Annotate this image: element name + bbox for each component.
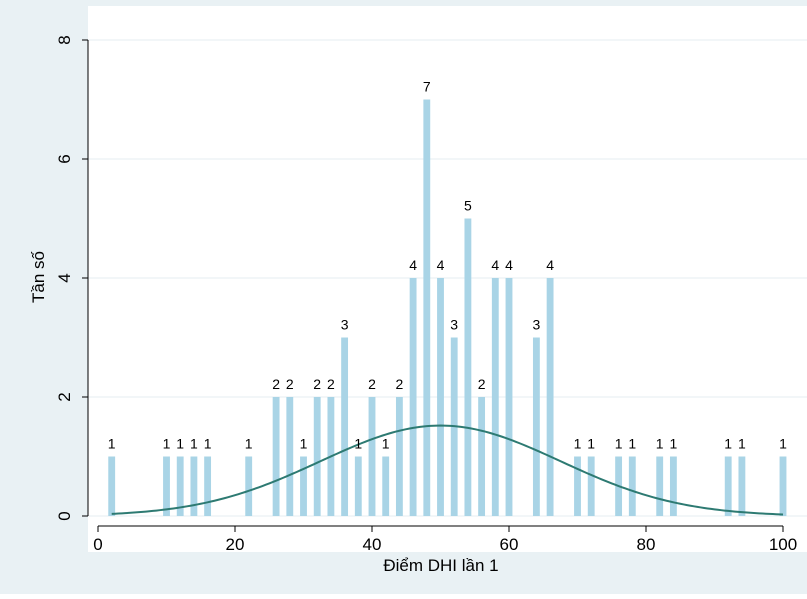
histogram-bar — [464, 218, 472, 516]
bar-value-label: 1 — [656, 436, 664, 452]
bar-value-label: 2 — [327, 376, 335, 392]
bar-value-label: 1 — [670, 436, 678, 452]
histogram-bar — [437, 278, 444, 516]
bar-value-label: 4 — [437, 257, 445, 273]
histogram-bar — [574, 456, 581, 516]
bar-value-label: 1 — [587, 436, 595, 452]
histogram-bar — [286, 397, 294, 516]
histogram-bar — [245, 456, 253, 516]
bar-value-label: 4 — [491, 257, 499, 273]
bar-value-label: 1 — [738, 436, 746, 452]
histogram-bar — [368, 397, 376, 516]
histogram-bar — [532, 337, 540, 516]
x-tick-label: 40 — [363, 535, 382, 554]
bar-value-label: 7 — [423, 79, 431, 95]
histogram-bar — [204, 456, 212, 516]
bar-value-label: 1 — [382, 436, 390, 452]
bar-value-label: 3 — [533, 317, 541, 333]
y-axis-title: Tần số — [29, 250, 48, 303]
bar-value-label: 1 — [724, 436, 732, 452]
bar-value-label: 2 — [368, 376, 376, 392]
bar-value-label: 1 — [245, 436, 253, 452]
histogram-bar — [272, 397, 280, 516]
bar-value-label: 4 — [409, 257, 417, 273]
bar-value-label: 1 — [204, 436, 212, 452]
bar-value-label: 1 — [300, 436, 308, 452]
bar-value-label: 2 — [396, 376, 404, 392]
bar-value-label: 1 — [190, 436, 198, 452]
x-tick-label: 60 — [500, 535, 519, 554]
histogram-bar — [176, 456, 184, 516]
bar-value-label: 1 — [108, 436, 116, 452]
histogram-bar — [409, 278, 417, 516]
y-tick-label: 2 — [55, 392, 74, 401]
histogram-bar — [669, 456, 677, 516]
x-tick-label: 0 — [93, 535, 102, 554]
x-tick-label: 20 — [226, 535, 245, 554]
histogram-bar — [587, 456, 595, 516]
histogram-bar — [313, 397, 321, 516]
histogram-bar — [190, 456, 198, 516]
bar-value-label: 4 — [505, 257, 513, 273]
y-tick-label: 4 — [55, 273, 74, 282]
histogram-bar — [423, 99, 431, 516]
histogram-bar — [779, 456, 787, 516]
bar-value-label: 3 — [341, 317, 349, 333]
bar-value-label: 1 — [163, 436, 171, 452]
histogram-bar — [478, 397, 486, 516]
histogram-bar — [300, 456, 307, 516]
histogram-bar — [724, 456, 732, 516]
bar-value-label: 1 — [354, 436, 362, 452]
bar-value-label: 2 — [313, 376, 321, 392]
bar-value-label: 1 — [176, 436, 184, 452]
histogram-bar — [163, 456, 170, 516]
histogram-bar — [738, 456, 746, 516]
bar-value-label: 2 — [286, 376, 294, 392]
bar-value-label: 5 — [464, 198, 472, 214]
bar-value-label: 2 — [478, 376, 486, 392]
histogram-bar — [108, 456, 116, 516]
bar-value-label: 1 — [779, 436, 787, 452]
bar-value-label: 2 — [272, 376, 280, 392]
histogram-bar — [354, 456, 362, 516]
x-tick-label: 100 — [769, 535, 797, 554]
bar-value-label: 1 — [574, 436, 582, 452]
histogram-bar — [546, 278, 554, 516]
histogram-bar — [505, 278, 513, 516]
histogram-bar — [628, 456, 636, 516]
histogram-bar — [341, 337, 349, 516]
bar-value-label: 1 — [628, 436, 636, 452]
y-tick-label: 8 — [55, 35, 74, 44]
y-tick-label: 0 — [55, 511, 74, 520]
normal-curve-layer — [111, 424, 784, 516]
bar-value-label: 1 — [615, 436, 623, 452]
normal-curve — [111, 424, 784, 516]
histogram-bar — [491, 278, 499, 516]
y-tick-label: 6 — [55, 154, 74, 163]
x-axis-title: Điểm DHI lần 1 — [383, 556, 498, 575]
bar-value-label: 3 — [450, 317, 458, 333]
x-tick-label: 80 — [637, 535, 656, 554]
histogram-bar — [395, 397, 403, 516]
histogram-bar — [382, 456, 390, 516]
histogram-bar — [656, 456, 664, 516]
bar-value-label: 4 — [546, 257, 554, 273]
